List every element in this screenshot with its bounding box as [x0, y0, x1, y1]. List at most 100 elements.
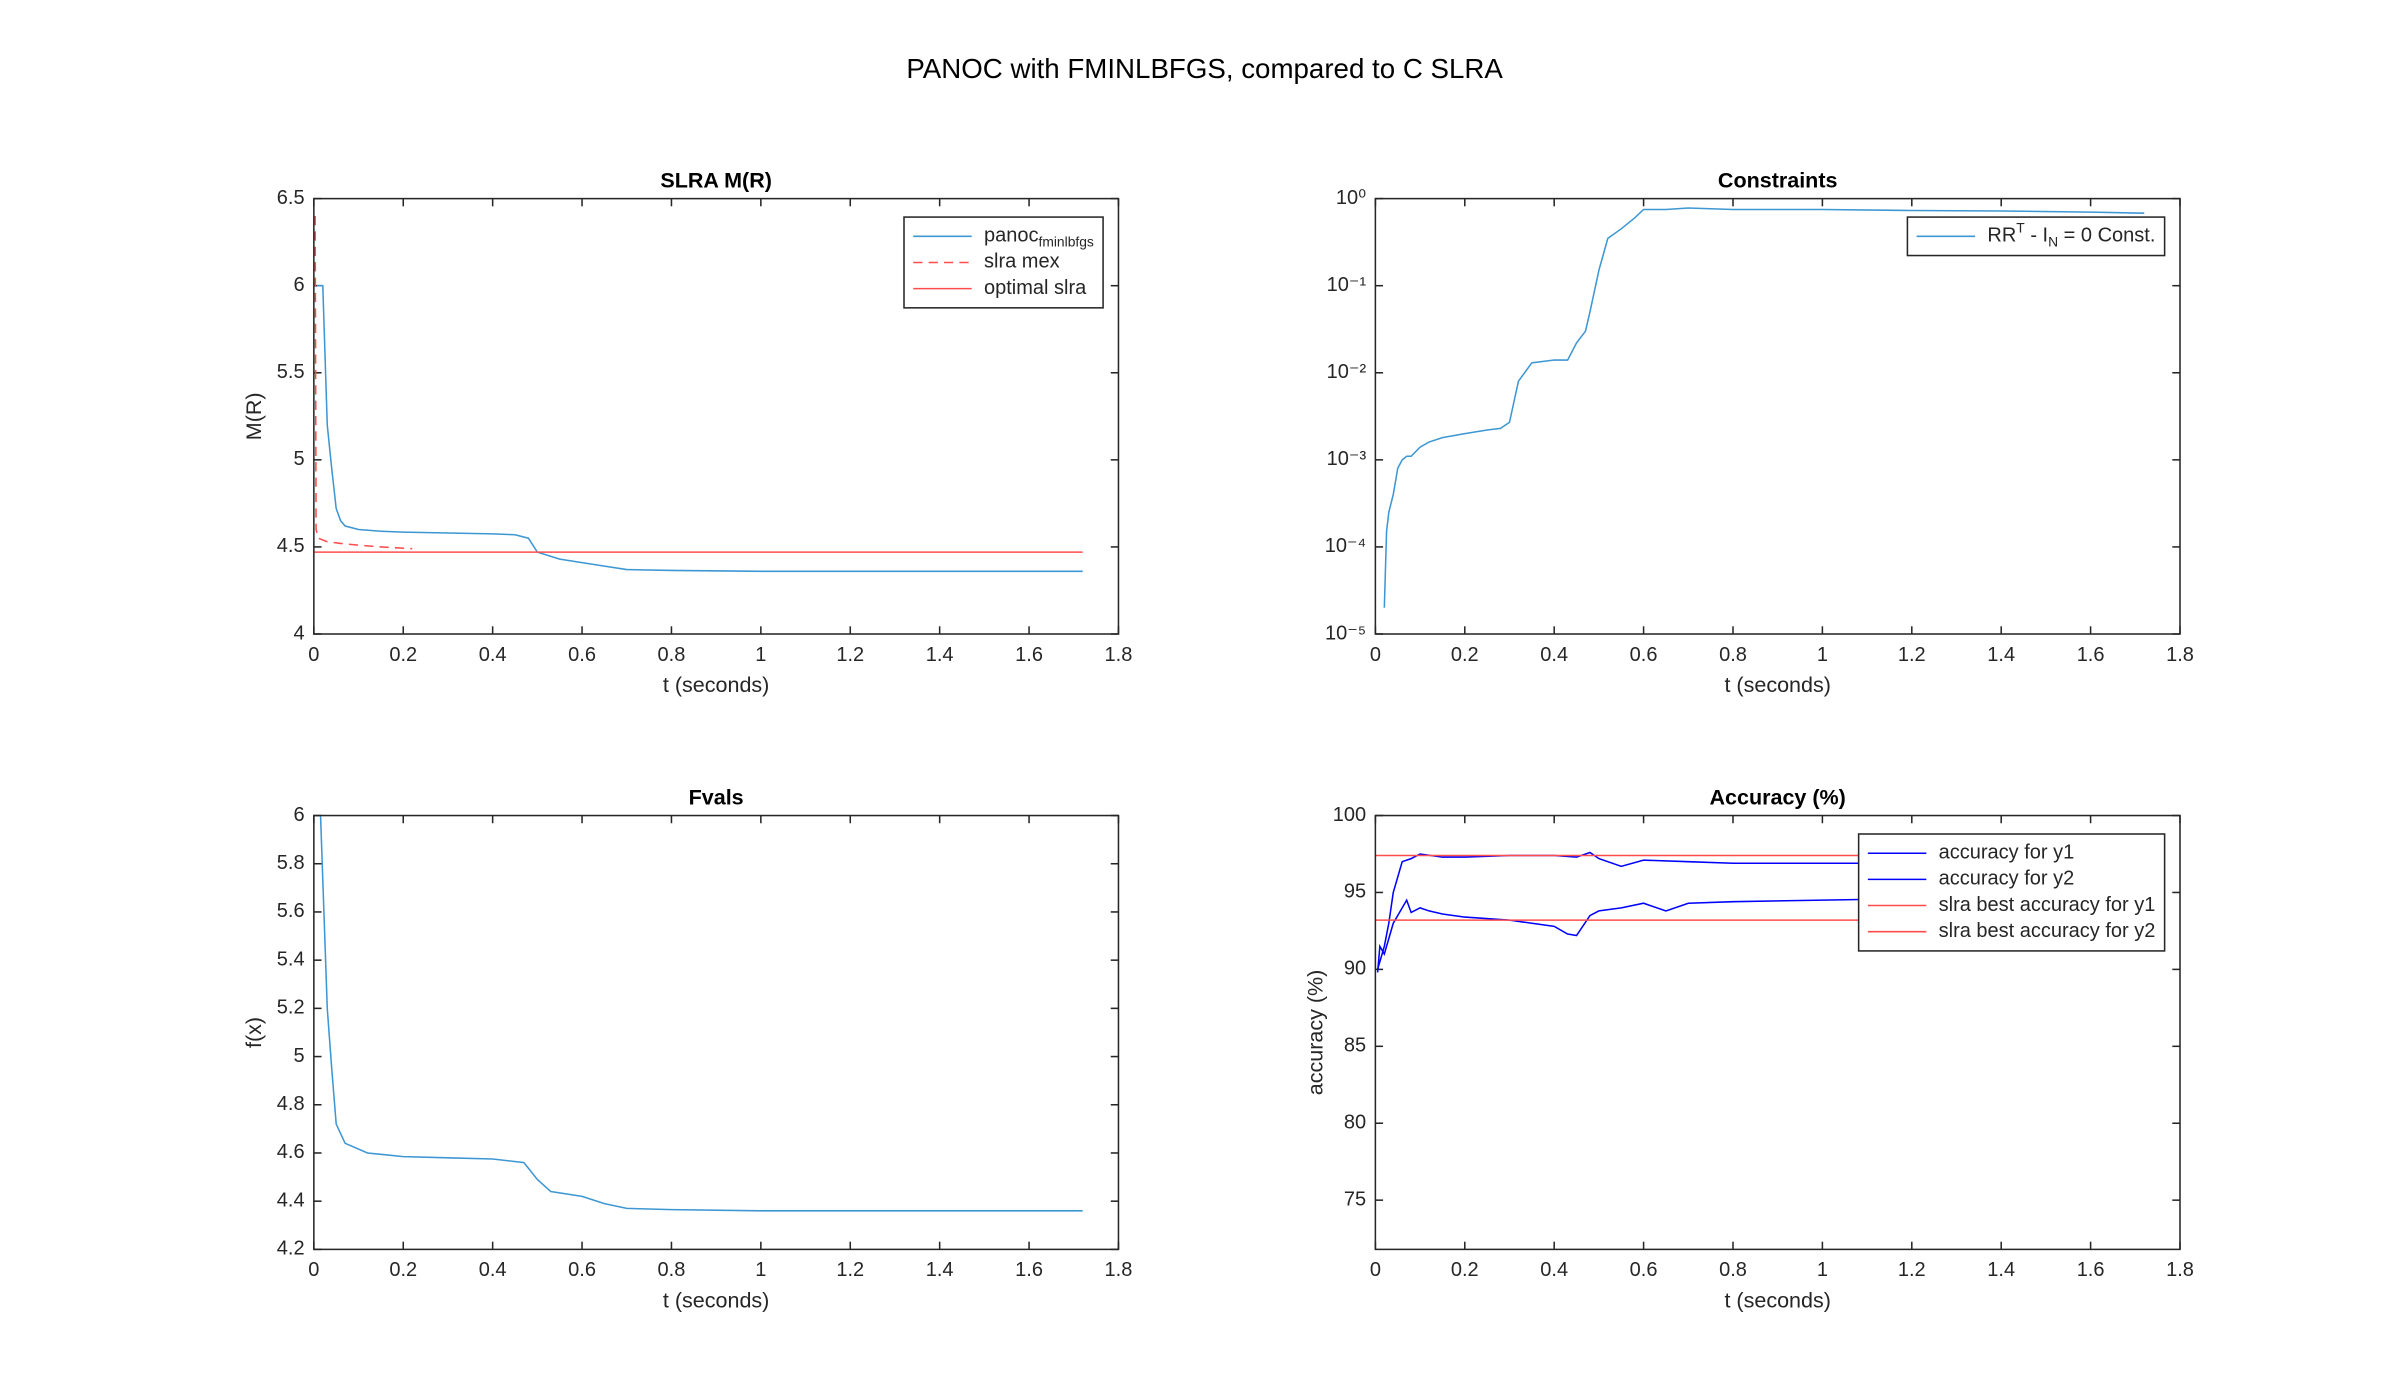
x-tick-label: 0 [308, 644, 319, 666]
legend-label: slra best accuracy for y1 [1939, 894, 2156, 916]
subplot: 0 0.2 0.4 0.6 0.8 1 1.2 1.4 1.6 1.8 4.2 4.4 4.6 4.8 5 5… [242, 785, 1132, 1312]
legend-label: panocfminlbfgs [984, 225, 1094, 250]
x-tick-label: 1.6 [1015, 644, 1043, 666]
x-tick-label: 1.8 [1105, 644, 1133, 666]
x-tick-label: 1.4 [1987, 1259, 2015, 1281]
x-tick-label: 0.6 [1630, 644, 1658, 666]
y-tick-label: 4.4 [277, 1189, 305, 1211]
x-tick-label: 0.6 [568, 644, 596, 666]
y-tick-label: 80 [1344, 1112, 1366, 1134]
legend-label: accuracy for y2 [1939, 868, 2075, 890]
y-axis-label: accuracy (%) [1304, 970, 1328, 1096]
x-tick-label: 1.2 [836, 1259, 864, 1281]
x-tick-label: 1.8 [2166, 644, 2194, 666]
y-tick-label: 10⁻⁵ [1325, 622, 1366, 644]
y-tick-label: 4.2 [277, 1238, 305, 1260]
axes-box [1374, 197, 2181, 635]
x-axis-label: t (seconds) [1724, 1288, 1830, 1312]
y-tick-label: 6 [293, 804, 304, 826]
y-tick-label: 4 [293, 622, 304, 644]
x-tick-label: 0 [308, 1259, 319, 1281]
legend-label: RRT - IN = 0 Const. [1987, 219, 2155, 249]
subplot-title: Accuracy (%) [1710, 785, 1846, 809]
y-tick-label: 10⁻⁴ [1325, 535, 1366, 557]
y-tick-label: 5 [293, 1045, 304, 1067]
subplot: 0 0.2 0.4 0.6 0.8 1 1.2 1.4 1.6 1.8 10⁻⁵ 10⁻⁴ 10⁻³ 10… [1325, 168, 2194, 697]
x-tick-label: 0.4 [479, 644, 507, 666]
x-tick-label: 0.4 [479, 1259, 507, 1281]
y-axis-label: M(R) [242, 392, 266, 440]
legend-label: optimal slra [984, 277, 1087, 299]
x-tick-label: 1.8 [2166, 1259, 2194, 1281]
x-tick-label: 1 [1817, 1259, 1828, 1281]
data-line [314, 216, 413, 550]
y-tick-label: 5.8 [277, 852, 305, 874]
y-tick-label: 6.5 [277, 187, 305, 209]
x-tick-label: 1.2 [1898, 644, 1926, 666]
axes-box [313, 197, 1120, 635]
y-tick-label: 85 [1344, 1035, 1366, 1057]
legend-label: accuracy for y1 [1939, 842, 2075, 864]
x-tick-label: 0.2 [389, 644, 417, 666]
data-line [319, 815, 1083, 1212]
x-tick-label: 1.8 [1105, 1259, 1133, 1281]
x-tick-label: 0.4 [1540, 1259, 1568, 1281]
y-tick-label: 4.5 [277, 535, 305, 557]
y-tick-label: 10⁻² [1327, 361, 1367, 383]
legend-label-part: RR [1987, 225, 2016, 247]
y-tick-label: 5.2 [277, 997, 305, 1019]
y-tick-label: 10⁰ [1336, 187, 1366, 209]
x-tick-label: 0 [1370, 644, 1381, 666]
y-tick-label: 5.5 [277, 361, 305, 383]
legend-label-part: panoc [984, 225, 1039, 247]
axes-box [1374, 814, 2181, 1251]
subplot-title: Fvals [689, 785, 744, 809]
subplot-title: Constraints [1718, 168, 1838, 192]
legend-label: slra best accuracy for y2 [1939, 920, 2156, 942]
x-tick-label: 1.6 [2077, 644, 2105, 666]
legend-label-part: - I [2025, 225, 2048, 247]
y-tick-label: 4.8 [277, 1093, 305, 1115]
data-line [1383, 207, 2145, 608]
x-tick-label: 0.4 [1540, 644, 1568, 666]
y-tick-label: 10⁻³ [1327, 448, 1367, 470]
x-tick-label: 0.8 [1719, 644, 1747, 666]
subplot: 0 0.2 0.4 0.6 0.8 1 1.2 1.4 1.6 1.8 75 80 85 90 95 100 A… [1304, 785, 2194, 1312]
subplot-title: SLRA M(R) [660, 168, 772, 192]
axes-box [313, 814, 1120, 1251]
x-tick-label: 0 [1370, 1259, 1381, 1281]
x-tick-label: 0.6 [1630, 1259, 1658, 1281]
legend: accuracy for y1 accuracy for y2 slra best … [1857, 833, 2166, 952]
y-tick-label: 6 [293, 274, 304, 296]
x-tick-label: 1 [755, 1259, 766, 1281]
y-tick-label: 5 [293, 448, 304, 470]
x-tick-label: 1 [755, 644, 766, 666]
x-tick-label: 0.2 [389, 1259, 417, 1281]
y-tick-label: 100 [1333, 804, 1366, 826]
x-tick-label: 0.8 [658, 1259, 686, 1281]
y-tick-label: 5.4 [277, 948, 305, 970]
legend-label-part: fminlbfgs [1039, 233, 1094, 249]
y-tick-label: 90 [1344, 958, 1366, 980]
y-axis-label: f(x) [242, 1017, 266, 1048]
x-tick-label: 0.6 [568, 1259, 596, 1281]
legend-label-part: N [2048, 233, 2058, 249]
figure-title: PANOC with FMINLBFGS, compared to C SLRA [906, 53, 1503, 84]
legend: RRT - IN = 0 Const. [1906, 216, 2166, 257]
y-tick-label: 75 [1344, 1188, 1366, 1210]
x-tick-label: 0.8 [658, 644, 686, 666]
x-tick-label: 0.2 [1451, 1259, 1479, 1281]
x-tick-label: 0.2 [1451, 644, 1479, 666]
x-axis-label: t (seconds) [663, 1288, 769, 1312]
y-tick-label: 95 [1344, 881, 1366, 903]
x-tick-label: 1.6 [1015, 1259, 1043, 1281]
x-tick-label: 0.8 [1719, 1259, 1747, 1281]
legend-label-part: T [2016, 219, 2025, 235]
x-tick-label: 1.4 [1987, 644, 2015, 666]
x-tick-label: 1.6 [2077, 1259, 2105, 1281]
